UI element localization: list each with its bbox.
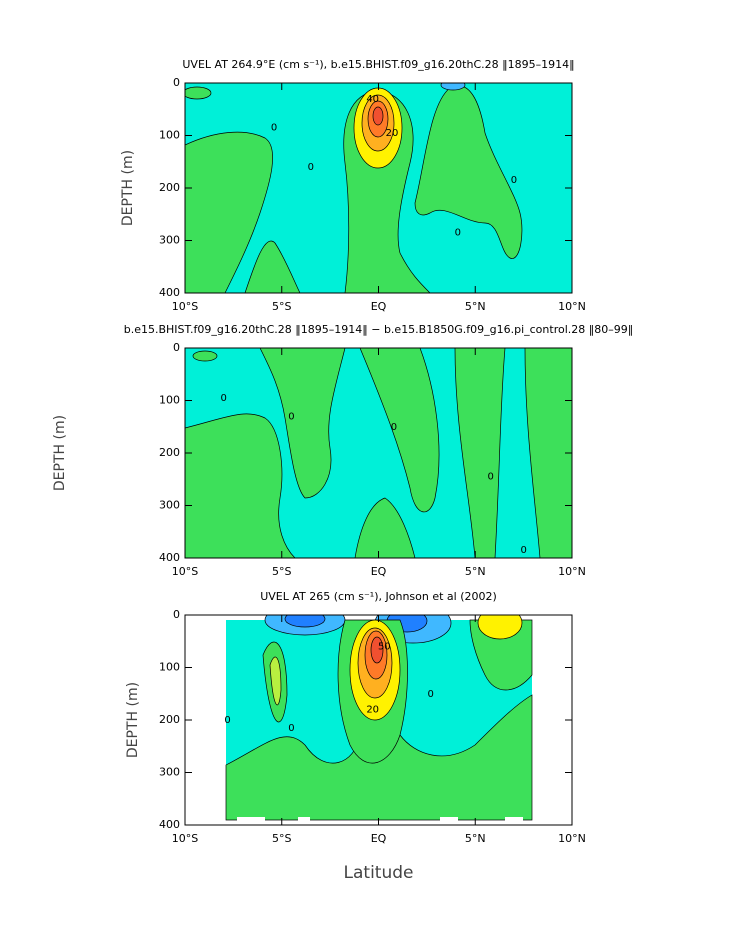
x-tick-label: 10°S xyxy=(172,832,198,845)
x-tick-label: 10°N xyxy=(558,565,586,578)
y-tick-label: 100 xyxy=(159,394,180,407)
y-axis-label: DEPTH (m) xyxy=(125,682,141,758)
y-tick-label: 400 xyxy=(159,818,180,831)
x-tick-label: EQ xyxy=(371,832,387,845)
y-tick-label: 0 xyxy=(173,341,180,354)
contour-label: 20 xyxy=(386,128,399,139)
y-tick-label: 100 xyxy=(159,661,180,674)
chart-title: b.e15.BHIST.f09_g16.20thC.28 ‖1895–1914‖… xyxy=(124,323,634,336)
y-tick-label: 400 xyxy=(159,551,180,564)
contour-label: 0 xyxy=(520,545,526,556)
y-tick-label: 0 xyxy=(173,608,180,621)
y-tick-label: 0 xyxy=(173,76,180,89)
contour-label: 0 xyxy=(428,689,434,700)
y-tick-label: 400 xyxy=(159,286,180,299)
contour-field xyxy=(185,83,572,293)
x-tick-label: 5°N xyxy=(465,300,486,313)
x-tick-label: 10°N xyxy=(558,832,586,845)
contour-label: 0 xyxy=(288,411,294,422)
x-tick-label: EQ xyxy=(371,300,387,313)
contour-label: 0 xyxy=(288,723,294,734)
x-tick-label: 10°S xyxy=(172,300,198,313)
contour-label: 50 xyxy=(378,642,391,653)
contour-label: 0 xyxy=(221,393,227,404)
y-tick-label: 100 xyxy=(159,129,180,142)
chart-title: UVEL AT 264.9°E (cm s⁻¹), b.e15.BHIST.f0… xyxy=(182,58,574,71)
y-tick-label: 300 xyxy=(159,499,180,512)
y-tick-label: 200 xyxy=(159,713,180,726)
x-tick-label: 10°N xyxy=(558,300,586,313)
contour-label: 0 xyxy=(391,422,397,433)
contour-label: 40 xyxy=(366,94,379,105)
contour-label: 20 xyxy=(366,705,379,716)
y-tick-label: 300 xyxy=(159,766,180,779)
y-tick-label: 200 xyxy=(159,181,180,194)
x-tick-label: 5°S xyxy=(272,300,291,313)
contour-field xyxy=(185,348,572,558)
x-tick-label: 5°S xyxy=(272,832,291,845)
x-tick-label: 5°S xyxy=(272,565,291,578)
y-tick-label: 300 xyxy=(159,234,180,247)
contour-label: 0 xyxy=(271,123,277,134)
chart-title: UVEL AT 265 (cm s⁻¹), Johnson et al (200… xyxy=(260,590,497,603)
y-axis-label: DEPTH (m) xyxy=(52,415,68,491)
x-axis-label: Latitude xyxy=(344,863,414,883)
x-tick-label: 5°N xyxy=(465,565,486,578)
y-tick-label: 200 xyxy=(159,446,180,459)
y-axis-label: DEPTH (m) xyxy=(120,150,136,226)
contour-field xyxy=(185,615,572,825)
x-tick-label: EQ xyxy=(371,565,387,578)
x-tick-label: 5°N xyxy=(465,832,486,845)
contour-label: 0 xyxy=(511,175,517,186)
contour-label: 0 xyxy=(308,162,314,173)
contour-label: 0 xyxy=(455,228,461,239)
x-tick-label: 10°S xyxy=(172,565,198,578)
contour-label: 0 xyxy=(224,715,230,726)
contour-label: 0 xyxy=(488,472,494,483)
